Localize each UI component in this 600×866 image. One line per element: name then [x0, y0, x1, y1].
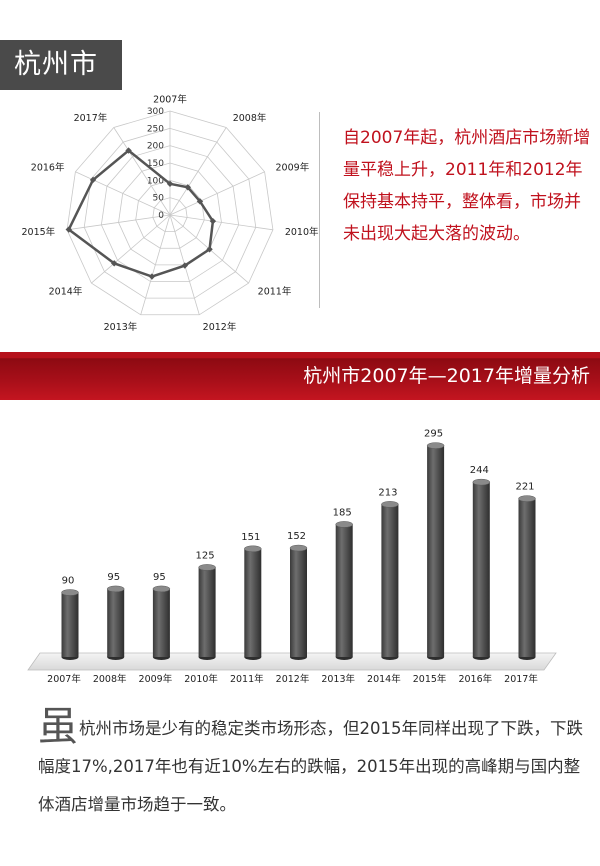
bar-data-label: 151 — [241, 532, 260, 543]
radar-point — [209, 217, 217, 225]
radar-tick-label: 50 — [153, 194, 165, 204]
bar-category-label: 2009年 — [139, 673, 173, 685]
radar-spoke — [113, 127, 171, 216]
radar-point — [184, 184, 192, 191]
radar-grid-ring — [152, 197, 188, 233]
bar-top — [106, 585, 125, 593]
radar-category-label: 2014年 — [49, 285, 83, 297]
radar-tick-label: 250 — [147, 124, 164, 134]
radar-grid-ring — [66, 110, 274, 316]
radar-tick-label: 100 — [147, 176, 164, 186]
bar — [61, 592, 79, 657]
bar-data-label: 90 — [62, 576, 75, 587]
bar — [335, 524, 353, 657]
radar-point — [89, 176, 97, 184]
bar-top — [289, 544, 308, 552]
bar-data-label: 95 — [107, 572, 120, 583]
bar — [518, 498, 536, 657]
radar-category-label: 2015年 — [21, 226, 55, 238]
bar-category-label: 2015年 — [413, 673, 447, 685]
radar-point — [65, 226, 72, 233]
bar-category-label: 2012年 — [276, 673, 310, 685]
radar-category-label: 2013年 — [104, 321, 138, 332]
drop-cap: 虽 — [38, 704, 78, 750]
city-title: 杭州市 — [0, 40, 122, 90]
radar-category-label: 2016年 — [31, 161, 65, 173]
radar-spoke — [169, 171, 265, 216]
radar-spoke — [140, 214, 171, 315]
bar-category-label: 2010年 — [184, 673, 218, 685]
radar-category-label: 2009年 — [276, 161, 310, 173]
bar-data-label: 95 — [153, 572, 166, 583]
radar-spoke — [67, 214, 171, 231]
bar-data-label: 125 — [196, 550, 215, 561]
bar-top — [426, 442, 445, 449]
radar-category-label: 2008年 — [233, 112, 267, 124]
bar-top — [152, 585, 171, 593]
radar-spoke — [169, 127, 227, 216]
radar-spoke — [91, 214, 171, 284]
bar-top — [335, 521, 353, 528]
bar-category-label: 2014年 — [367, 673, 401, 685]
bar — [290, 548, 307, 657]
bar-category-label: 2007年 — [47, 673, 81, 685]
bar-top — [518, 495, 536, 502]
bar — [107, 588, 125, 657]
radar-category-label: 2007年 — [153, 94, 187, 106]
radar-category-label: 2012年 — [203, 321, 237, 332]
bar-data-label: 213 — [378, 487, 397, 498]
radar-grid-ring — [135, 179, 205, 249]
bar-data-label: 152 — [287, 531, 306, 542]
radar-series-line — [67, 148, 215, 278]
bar-category-label: 2008年 — [93, 673, 127, 685]
bar — [381, 504, 399, 657]
radar-tick-label: 200 — [147, 142, 164, 152]
bar-category-label: 2011年 — [230, 673, 264, 685]
radar-point — [181, 262, 189, 269]
bar-top — [472, 478, 491, 486]
bar-chart: 90 95 95 125 151 152 185 213 295 244 221 2007年 2008… — [27, 429, 557, 685]
bar-category-label: 2013年 — [321, 673, 355, 685]
bar-data-label: 244 — [470, 465, 489, 476]
bar-data-label: 295 — [424, 429, 443, 440]
radar-point — [206, 246, 213, 253]
radar-point — [166, 180, 174, 187]
radar-spoke — [169, 214, 273, 231]
summary-text: 自2007年起，杭州酒店市场新增量平稳上升，2011年和2012年保持基本持平，… — [343, 128, 591, 244]
bar-data-label: 221 — [515, 482, 534, 493]
bar — [152, 588, 170, 657]
bar — [472, 482, 490, 657]
bar-category-label: 2016年 — [458, 673, 492, 685]
radar-grid-ring — [100, 145, 240, 282]
radar-tick-label: 0 — [158, 211, 164, 221]
bar-category-label: 2017年 — [504, 673, 538, 685]
radar-category-label: 2011年 — [258, 285, 292, 297]
bar-top — [198, 564, 216, 571]
radar-chart: 0 50 100 150 200 250 300 2007年 2008年 2009年 2010年 2… — [21, 94, 319, 333]
vertical-divider — [319, 112, 320, 308]
analysis-paragraph: 虽杭州市场是少有的稳定类市场形态，但2015年同样出现了下跌，下跌幅度17%,2… — [38, 707, 583, 824]
radar-tick-label: 150 — [147, 159, 164, 169]
radar-point — [196, 198, 204, 205]
bar — [244, 548, 262, 657]
radar-point — [148, 273, 156, 280]
bar-top — [381, 501, 399, 508]
section-banner: 杭州市2007年—2017年增量分析 — [0, 352, 600, 400]
radar-point — [110, 260, 118, 267]
bar — [427, 445, 445, 657]
radar-tick-label: 300 — [147, 107, 164, 117]
radar-category-label: 2017年 — [74, 112, 108, 124]
radar-grid-ring — [83, 127, 257, 299]
bar-top — [244, 545, 262, 553]
analysis-text: 杭州市场是少有的稳定类市场形态，但2015年同样出现了下跌，下跌幅度17%,20… — [38, 719, 583, 814]
bar — [198, 567, 216, 657]
bar-data-label: 185 — [333, 507, 352, 518]
banner-title: 杭州市2007年—2017年增量分析 — [303, 365, 590, 387]
radar-grid-ring — [118, 162, 222, 266]
radar-point — [125, 147, 132, 154]
radar-category-label: 2010年 — [285, 226, 319, 238]
bar-top — [61, 589, 79, 596]
